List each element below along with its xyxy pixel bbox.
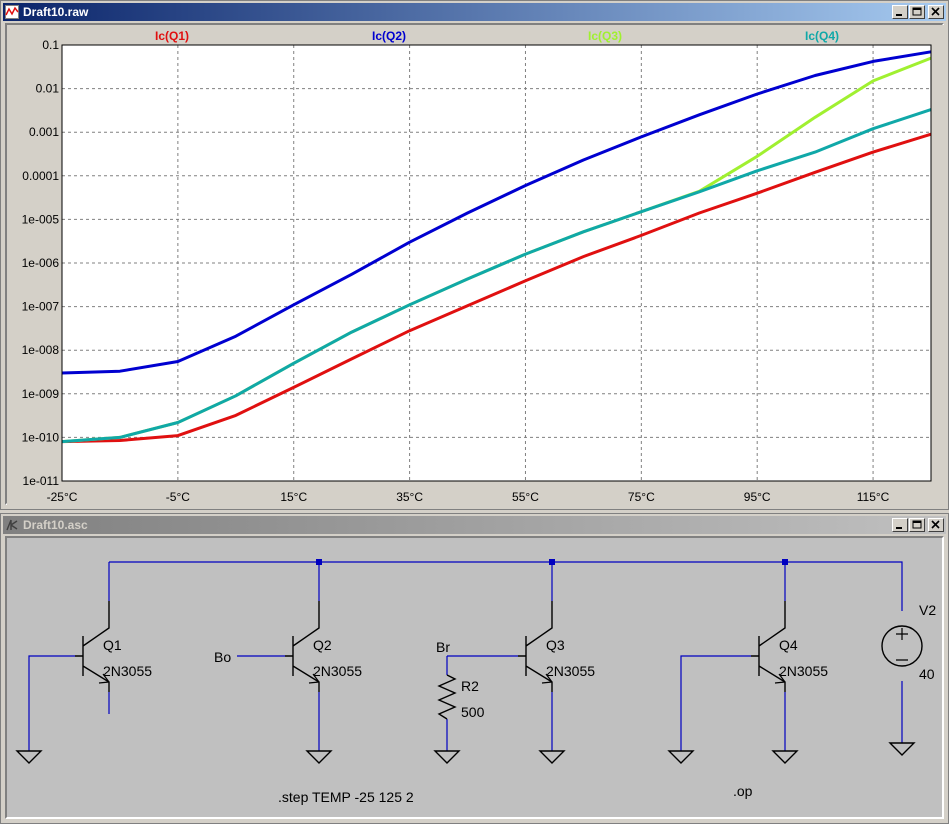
close-icon xyxy=(931,7,940,16)
wire-q1-base[interactable] xyxy=(28,655,75,751)
y-tick-label: 1e-010 xyxy=(22,430,60,444)
close-icon xyxy=(931,520,940,529)
schematic-minimize-button[interactable] xyxy=(892,518,908,532)
legend-entry-icq3[interactable]: Ic(Q3) xyxy=(588,29,622,43)
net-label-br[interactable]: Br xyxy=(436,639,450,655)
ground-symbol xyxy=(15,750,43,764)
x-tick-label: -5°C xyxy=(166,490,190,504)
y-tick-label: 1e-007 xyxy=(22,300,60,314)
v2-value-label[interactable]: 40 xyxy=(919,666,935,682)
series-line-icq2[interactable] xyxy=(61,50,932,375)
schematic-close-button[interactable] xyxy=(928,518,944,532)
plot-window-title: Draft10.raw xyxy=(23,5,89,19)
y-tick-label: 1e-011 xyxy=(23,474,60,488)
ground-symbol xyxy=(667,750,695,764)
maximize-icon xyxy=(912,7,922,16)
x-tick-label: -25°C xyxy=(47,490,78,504)
schematic-icon xyxy=(6,519,18,531)
q3-model-label[interactable]: 2N3055 xyxy=(546,663,595,679)
transistor-q4[interactable] xyxy=(751,601,786,692)
plot-client-area[interactable]: -25°C -5°C 15°C 35°C 55°C 75°C 95°C 115°C 0.1 0.0… xyxy=(5,23,944,505)
transistor-q2[interactable] xyxy=(285,601,320,692)
y-tick-label: 1e-008 xyxy=(22,343,60,357)
y-tick-label: 1e-005 xyxy=(22,212,60,226)
voltage-source-v2[interactable] xyxy=(881,625,923,667)
wire-top-rail[interactable] xyxy=(109,561,903,611)
wire-q4-base[interactable] xyxy=(680,655,751,751)
waveform-icon xyxy=(5,5,19,19)
x-tick-label: 55°C xyxy=(512,490,539,504)
q2-model-label[interactable]: 2N3055 xyxy=(313,663,362,679)
ground-symbol xyxy=(538,750,566,764)
q2-name-label[interactable]: Q2 xyxy=(313,637,332,653)
q1-name-label[interactable]: Q1 xyxy=(103,637,122,653)
x-tick-label: 35°C xyxy=(396,490,423,504)
y-tick-label: 0.0001 xyxy=(22,169,59,183)
ground-symbol xyxy=(305,750,333,764)
transistor-q1[interactable] xyxy=(75,601,110,692)
y-tick-label: 1e-006 xyxy=(22,256,60,270)
r2-value-label[interactable]: 500 xyxy=(461,704,485,720)
op-directive[interactable]: .op xyxy=(733,783,753,799)
q4-model-label[interactable]: 2N3055 xyxy=(779,663,828,679)
series-line-icq1[interactable] xyxy=(61,132,932,444)
ground-symbol xyxy=(888,742,916,756)
y-tick-label: 0.1 xyxy=(42,38,59,52)
transistor-q3[interactable] xyxy=(518,601,553,692)
series-line-icq4[interactable] xyxy=(61,108,932,444)
x-tick-label: 115°C xyxy=(857,490,890,504)
junction-dot xyxy=(782,559,788,565)
schematic-canvas[interactable]: Q1 2N3055 Q2 2N3055 Q3 2N3055 Q4 2N3055 … xyxy=(5,536,944,819)
schematic-maximize-button[interactable] xyxy=(909,518,925,532)
plot-frame xyxy=(61,44,932,482)
waveform-plot[interactable]: -25°C -5°C 15°C 35°C 55°C 75°C 95°C 115°C 0.1 0.0… xyxy=(7,25,944,505)
minimize-button[interactable] xyxy=(892,5,908,19)
ground-symbol xyxy=(771,750,799,764)
minimize-icon xyxy=(896,14,902,16)
plot-window[interactable]: Draft10.raw -25°C -5°C 15°C 35°C 55°C 75°C 95°… xyxy=(0,0,949,510)
step-directive[interactable]: .step TEMP -25 125 2 xyxy=(278,789,414,805)
q3-name-label[interactable]: Q3 xyxy=(546,637,565,653)
net-label-bo[interactable]: Bo xyxy=(214,649,231,665)
x-tick-label: 15°C xyxy=(280,490,307,504)
ground-symbol xyxy=(433,750,461,764)
maximize-button[interactable] xyxy=(909,5,925,19)
r2-name-label[interactable]: R2 xyxy=(461,678,479,694)
junction-dot xyxy=(316,559,322,565)
plot-window-titlebar[interactable]: Draft10.raw xyxy=(3,3,946,21)
schematic-window[interactable]: Draft10.asc xyxy=(0,513,949,824)
legend-entry-icq1[interactable]: Ic(Q1) xyxy=(155,29,189,43)
schematic-drawing[interactable]: Q1 2N3055 Q2 2N3055 Q3 2N3055 Q4 2N3055 … xyxy=(7,538,944,819)
v2-name-label[interactable]: V2 xyxy=(919,602,936,618)
y-tick-label: 0.01 xyxy=(36,82,60,96)
schematic-window-title: Draft10.asc xyxy=(23,518,88,532)
x-tick-label: 75°C xyxy=(628,490,655,504)
maximize-icon xyxy=(912,520,922,529)
schematic-window-titlebar[interactable]: Draft10.asc xyxy=(3,516,946,534)
close-button[interactable] xyxy=(928,5,944,19)
q1-model-label[interactable]: 2N3055 xyxy=(103,663,152,679)
y-tick-label: 1e-009 xyxy=(22,387,60,401)
junction-dot xyxy=(549,559,555,565)
minimize-icon xyxy=(896,527,902,529)
legend-entry-icq4[interactable]: Ic(Q4) xyxy=(805,29,839,43)
x-tick-label: 95°C xyxy=(744,490,771,504)
legend-entry-icq2[interactable]: Ic(Q2) xyxy=(372,29,406,43)
q4-name-label[interactable]: Q4 xyxy=(779,637,798,653)
y-tick-label: 0.001 xyxy=(29,125,59,139)
resistor-r2[interactable] xyxy=(437,674,457,720)
